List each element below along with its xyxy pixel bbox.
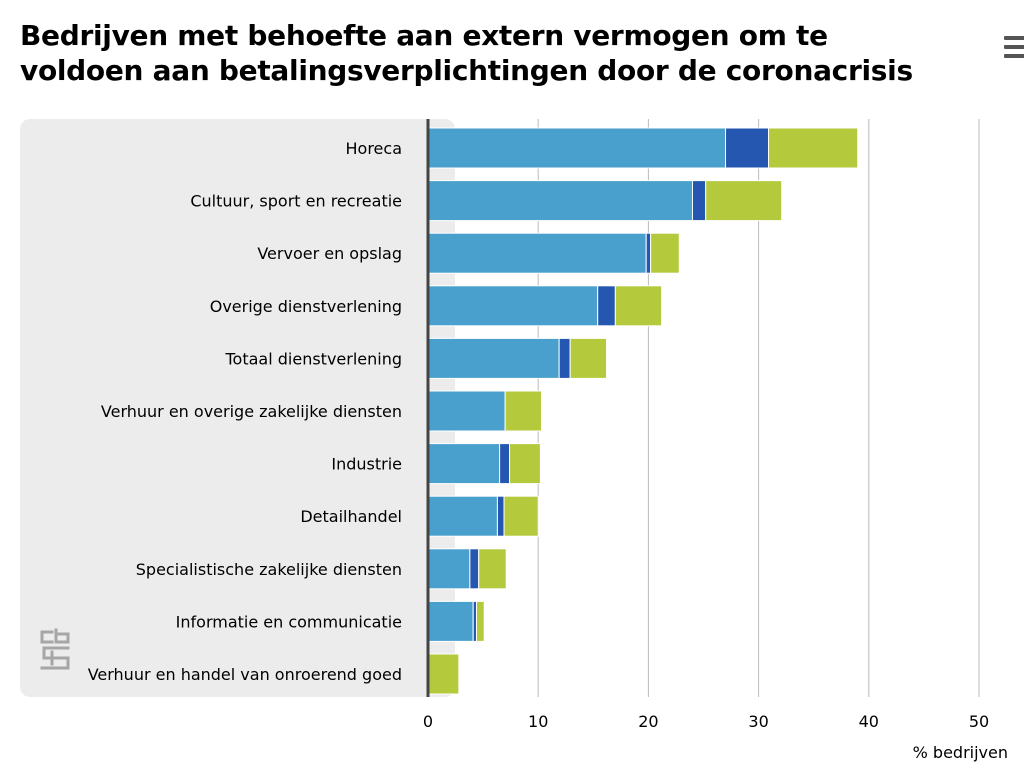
bar-segment-2[interactable] — [558, 337, 571, 379]
bar-segment-3[interactable] — [503, 495, 539, 537]
x-tick-label: 50 — [969, 712, 989, 731]
bar-segment-3[interactable] — [478, 548, 507, 590]
x-tick-label: 0 — [423, 712, 433, 731]
bar-segment-3[interactable] — [504, 390, 543, 432]
bar-segment-1[interactable] — [427, 548, 471, 590]
x-tick-label: 40 — [859, 712, 879, 731]
hamburger-menu-icon[interactable] — [1004, 36, 1024, 62]
bar-segment-1[interactable] — [427, 127, 727, 169]
bar-segment-3[interactable] — [614, 285, 663, 327]
bar-segment-1[interactable] — [427, 443, 501, 485]
bar-segment-2[interactable] — [691, 180, 707, 222]
bar-segment-1[interactable] — [427, 285, 599, 327]
bar-segment-2[interactable] — [496, 495, 505, 537]
bar-segment-3[interactable] — [475, 600, 485, 642]
category-label: Totaal dienstverlening — [224, 349, 402, 368]
x-axis-title: % bedrijven — [913, 743, 1008, 762]
category-label: Horeca — [346, 139, 403, 158]
bar-segment-3[interactable] — [768, 127, 859, 169]
x-tick-labels: 0 10 20 30 40 50 — [423, 712, 989, 731]
category-labels: Horeca Cultuur, sport en recreatie Vervoer… — [88, 139, 402, 684]
bar-segment-2[interactable] — [645, 232, 652, 274]
bars — [427, 127, 859, 695]
bar-segment-1[interactable] — [427, 390, 506, 432]
bar-segment-2[interactable] — [469, 548, 480, 590]
bar-segment-1[interactable] — [427, 232, 647, 274]
bar-segment-3[interactable] — [650, 232, 680, 274]
bar-segment-2[interactable] — [499, 443, 511, 485]
category-label: Detailhandel — [300, 507, 402, 526]
bar-segment-3[interactable] — [705, 180, 783, 222]
category-label: Specialistische zakelijke diensten — [136, 560, 402, 579]
cbs-logo-icon — [40, 628, 70, 670]
x-tick-label: 20 — [638, 712, 658, 731]
category-label: Verhuur en handel van onroerend goed — [88, 665, 402, 684]
bar-segment-1[interactable] — [427, 180, 693, 222]
chart-title: Bedrijven met behoefte aan extern vermog… — [20, 19, 913, 87]
category-label: Industrie — [331, 455, 402, 474]
category-label: Informatie en communicatie — [176, 612, 402, 631]
bar-segment-3[interactable] — [509, 443, 541, 485]
x-tick-label: 30 — [748, 712, 768, 731]
category-label: Vervoer en opslag — [257, 244, 402, 263]
category-label: Cultuur, sport en recreatie — [190, 192, 402, 211]
category-label: Overige dienstverlening — [210, 297, 402, 316]
bar-segment-2[interactable] — [725, 127, 770, 169]
bar-segment-3[interactable] — [569, 337, 608, 379]
plot-background-panel — [20, 119, 455, 697]
bar-segment-1[interactable] — [427, 337, 560, 379]
bar-segment-1[interactable] — [427, 600, 474, 642]
bar-segment-3[interactable] — [427, 653, 460, 695]
bar-segment-1[interactable] — [427, 495, 498, 537]
bar-segment-2[interactable] — [597, 285, 616, 327]
x-tick-label: 10 — [528, 712, 548, 731]
category-label: Verhuur en overige zakelijke diensten — [101, 402, 402, 421]
